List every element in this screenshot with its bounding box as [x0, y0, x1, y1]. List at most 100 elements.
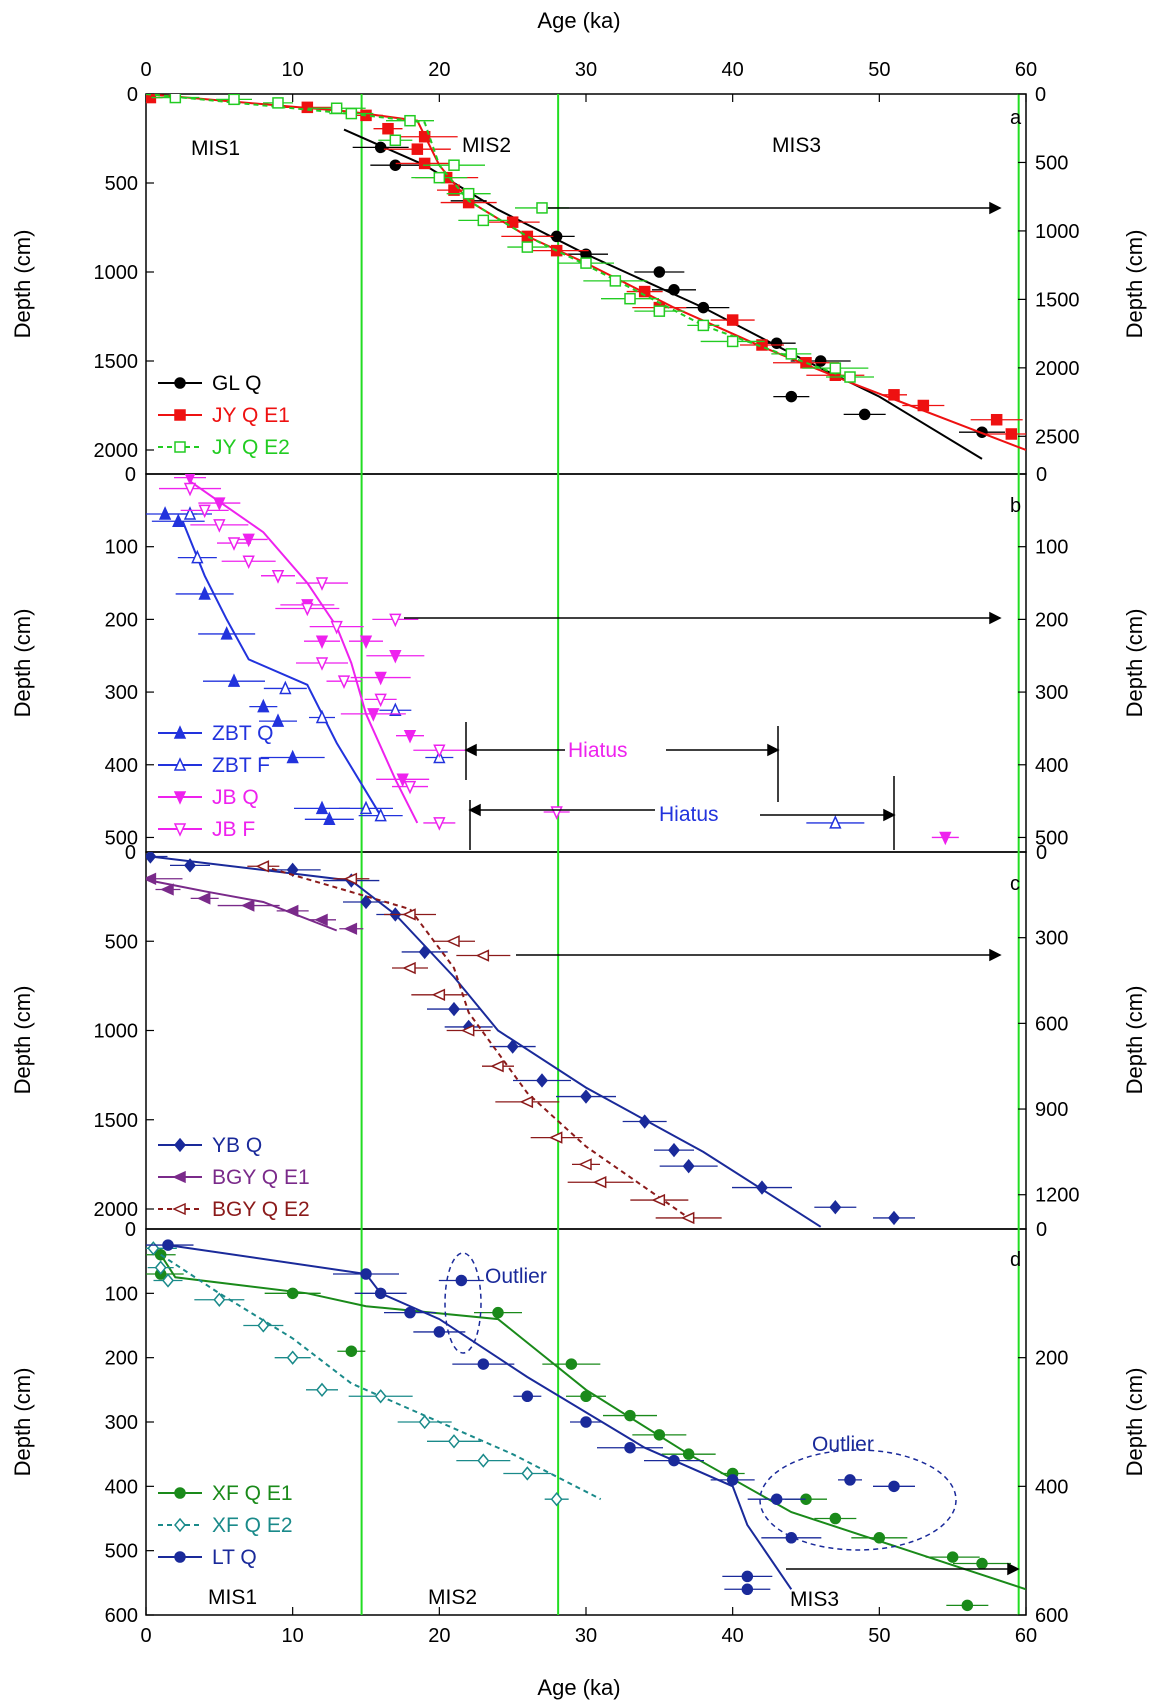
data-point	[726, 1474, 739, 1486]
left-tick-label: 1000	[94, 262, 139, 284]
data-point	[521, 1466, 534, 1481]
right-tick-label: 2000	[1035, 358, 1080, 380]
series-yb-q	[146, 852, 915, 1228]
left-tick-label: 500	[105, 173, 138, 195]
panel-c-right-ylabel: Depth (cm)	[1122, 986, 1147, 1095]
left-tick-label: 600	[105, 1605, 138, 1627]
panel-d: 100 200 300 400 500 600 200 400 600 XF Q E1 XF Q E…	[105, 1239, 1068, 1627]
data-point	[272, 97, 284, 109]
panel-c-letter: c	[1010, 873, 1020, 895]
left-tick-label: 2000	[94, 1199, 139, 1221]
data-point	[240, 899, 255, 912]
hiatus-zbt-arrowhead	[468, 803, 481, 817]
legend-swatch-marker	[174, 1487, 186, 1499]
legend-label: JB Q	[212, 786, 259, 809]
data-point	[756, 1180, 768, 1195]
x-tick-label-top: 60	[1015, 59, 1037, 81]
panel-b-right-zero: 0	[1036, 464, 1047, 486]
data-point	[492, 1306, 504, 1319]
data-point	[227, 673, 241, 687]
panel-plot-area	[146, 94, 1026, 460]
x-tick-label-top: 20	[428, 59, 450, 81]
data-point	[785, 390, 798, 403]
data-point	[770, 1493, 783, 1505]
legend-swatch-marker	[173, 757, 187, 771]
series-lt-q	[146, 1239, 915, 1596]
data-point	[433, 1326, 446, 1338]
data-point	[359, 800, 373, 815]
bottom-axis-title: Age (ka)	[537, 1675, 620, 1700]
hiatus-zbt-arrowhead-right	[883, 808, 896, 822]
right-tick-label: 900	[1035, 1099, 1068, 1121]
data-point	[374, 807, 387, 822]
data-point	[374, 1287, 387, 1300]
data-point	[697, 301, 710, 314]
stage-boundaries	[360, 94, 1020, 1615]
data-point	[242, 555, 255, 570]
data-point	[682, 1158, 695, 1174]
data-point	[536, 202, 548, 214]
x-tick-label-top: 0	[140, 59, 151, 81]
data-point	[196, 892, 211, 905]
right-tick-label: 0	[1035, 84, 1046, 106]
legend-swatch-marker	[174, 1551, 186, 1563]
data-point	[624, 1409, 636, 1422]
data-point	[330, 620, 343, 635]
data-point	[477, 1358, 490, 1370]
panel-d-mis3-label: MIS3	[790, 1588, 839, 1611]
series-xf-q-e2	[146, 1241, 602, 1507]
panel-a-mis1-label: MIS1	[191, 137, 240, 160]
panel-c-left-ylabel: Depth (cm)	[10, 986, 35, 1095]
panel-b-hiatus-zbt: Hiatus	[659, 803, 719, 826]
data-point	[359, 635, 373, 650]
data-point	[682, 1448, 695, 1460]
data-point	[389, 134, 402, 147]
panel-c-right-zero: 0	[1036, 842, 1047, 864]
right-tick-label: 400	[1035, 755, 1068, 777]
panel-a-mis2-label: MIS2	[462, 134, 511, 157]
x-tick-label-bottom: 30	[575, 1625, 597, 1647]
data-point	[418, 944, 431, 960]
data-point	[220, 626, 233, 640]
legend-label: XF Q E2	[212, 1514, 293, 1537]
data-point	[668, 1142, 680, 1158]
data-point	[741, 1583, 754, 1596]
data-point	[360, 1268, 372, 1280]
left-tick-label: 100	[105, 537, 138, 559]
data-point	[184, 858, 196, 873]
data-point	[653, 305, 666, 317]
panel-d-right-ylabel: Depth (cm)	[1122, 1368, 1147, 1477]
data-point	[389, 649, 402, 664]
data-point	[382, 122, 394, 135]
left-tick-label: 100	[105, 1283, 138, 1305]
data-point	[653, 266, 666, 278]
right-tick-label: 1000	[1035, 221, 1080, 243]
decorations	[404, 201, 1020, 1576]
data-point	[829, 1512, 842, 1525]
data-point	[770, 337, 783, 349]
left-tick-label: 500	[105, 931, 138, 953]
data-point	[316, 1382, 328, 1398]
panel-b-letter: b	[1010, 495, 1021, 517]
panel-d-outlier-label-1: Outlier	[485, 1265, 547, 1288]
data-point	[609, 275, 622, 287]
series-xf-q-e1	[146, 1248, 1026, 1612]
data-point	[301, 602, 314, 617]
left-tick-label: 500	[105, 1541, 138, 1563]
panel-d-letter: d	[1010, 1249, 1021, 1271]
legend-label: YB Q	[212, 1134, 262, 1157]
data-point	[448, 159, 460, 171]
x-tick-label-bottom: 60	[1015, 1625, 1037, 1647]
data-point	[396, 773, 409, 788]
data-point	[146, 872, 157, 885]
right-tick-label: 100	[1035, 537, 1068, 559]
panel-d-right-zero: 0	[1036, 1219, 1047, 1241]
data-point	[315, 635, 329, 650]
series-jy-q-e1	[146, 94, 1026, 451]
data-point	[257, 698, 270, 713]
left-tick-label: 200	[105, 1348, 138, 1370]
x-tick-label-bottom: 20	[428, 1625, 450, 1647]
right-tick-label: 300	[1035, 682, 1068, 704]
left-tick-label: 300	[105, 682, 138, 704]
data-point	[990, 413, 1003, 426]
